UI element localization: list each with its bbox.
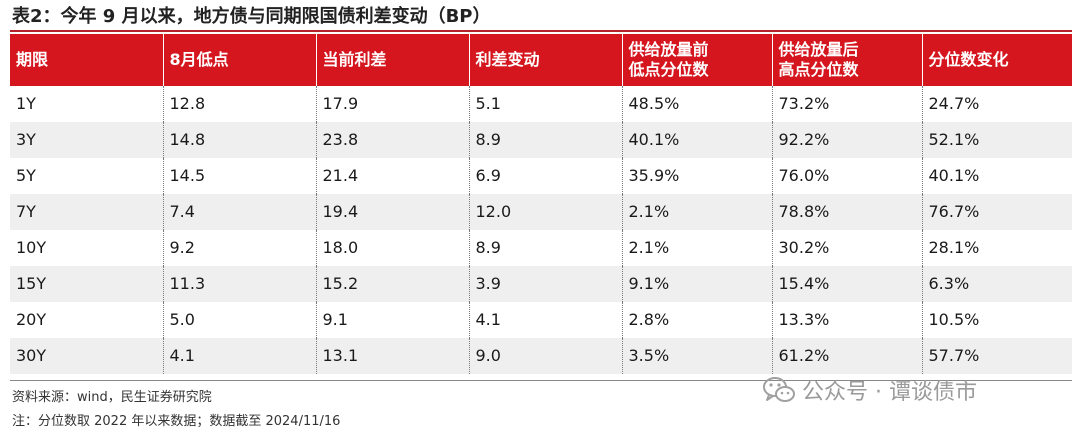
table-cell: 13.3% — [771, 302, 922, 338]
table-cell: 12.0 — [468, 194, 622, 230]
table-cell: 48.5% — [621, 86, 772, 122]
table-cell: 6.9 — [468, 158, 622, 194]
column-header-august-low: 8月低点 — [162, 34, 316, 86]
table-cell: 30Y — [10, 338, 163, 374]
table-cell: 10.5% — [921, 302, 1072, 338]
table-cell: 19.4 — [315, 194, 469, 230]
table-cell: 9.1 — [315, 302, 469, 338]
table-cell: 8.9 — [468, 122, 622, 158]
column-header-pre-supply-percentile: 供给放量前 低点分位数 — [621, 34, 772, 86]
table-cell: 61.2% — [771, 338, 922, 374]
column-header-post-supply-percentile: 供给放量后 高点分位数 — [771, 34, 922, 86]
table-cell: 5.0 — [162, 302, 316, 338]
table-title: 表2：今年 9 月以来，地方债与同期限国债利差变动（BP） — [12, 6, 491, 27]
table-cell: 28.1% — [921, 230, 1072, 266]
table-cell: 6.3% — [921, 266, 1072, 302]
table-cell: 23.8 — [315, 122, 469, 158]
table-row: 20Y 5.0 9.1 4.1 2.8% 13.3% 10.5% — [10, 302, 1072, 338]
table-cell: 3Y — [10, 122, 163, 158]
data-note: 注：分位数取 2022 年以来数据；数据截至 2024/11/16 — [12, 414, 341, 429]
table-cell: 9.2 — [162, 230, 316, 266]
title-divider — [10, 30, 1072, 32]
table-row: 1Y 12.8 17.9 5.1 48.5% 73.2% 24.7% — [10, 86, 1072, 122]
table-cell: 7Y — [10, 194, 163, 230]
table-cell: 40.1% — [621, 122, 772, 158]
table-cell: 2.8% — [621, 302, 772, 338]
table-cell: 4.1 — [468, 302, 622, 338]
table-cell: 14.5 — [162, 158, 316, 194]
table-cell: 13.1 — [315, 338, 469, 374]
table-cell: 15Y — [10, 266, 163, 302]
table-row: 10Y 9.2 18.0 8.9 2.1% 30.2% 28.1% — [10, 230, 1072, 266]
table-cell: 76.0% — [771, 158, 922, 194]
watermark-text: 公众号 · 谭谈债市 — [802, 380, 977, 405]
table-cell: 12.8 — [162, 86, 316, 122]
table-cell: 9.0 — [468, 338, 622, 374]
table-cell: 30.2% — [771, 230, 922, 266]
table-cell: 21.4 — [315, 158, 469, 194]
table-cell: 9.1% — [621, 266, 772, 302]
table-row: 5Y 14.5 21.4 6.9 35.9% 76.0% 40.1% — [10, 158, 1072, 194]
table-cell: 57.7% — [921, 338, 1072, 374]
table-cell: 2.1% — [621, 194, 772, 230]
table-row: 30Y 4.1 13.1 9.0 3.5% 61.2% 57.7% — [10, 338, 1072, 374]
table-cell: 5Y — [16, 166, 36, 185]
table-cell: 1Y — [16, 94, 36, 113]
table-bottom-divider — [10, 380, 1072, 381]
table-cell: 3.9 — [468, 266, 622, 302]
table-cell: 11.3 — [162, 266, 316, 302]
column-header-current-spread: 当前利差 — [315, 34, 469, 86]
table-cell: 10Y — [16, 238, 47, 257]
table-cell: 35.9% — [621, 158, 772, 194]
table-cell: 18.0 — [315, 230, 469, 266]
watermark: 公众号 · 谭谈债市 — [762, 372, 977, 408]
spread-table: 期限 8月低点 当前利差 利差变动 供给放量前 低点分位数 供给放量后 高点分位… — [10, 34, 1072, 374]
table-row: 3Y 14.8 23.8 8.9 40.1% 92.2% 52.1% — [10, 122, 1072, 158]
table-cell: 8.9 — [468, 230, 622, 266]
table-cell: 20Y — [16, 310, 47, 329]
wechat-icon — [763, 377, 795, 402]
header-row: 期限 8月低点 当前利差 利差变动 供给放量前 低点分位数 供给放量后 高点分位… — [10, 34, 1072, 86]
table-row: 7Y 7.4 19.4 12.0 2.1% 78.8% 76.7% — [10, 194, 1072, 230]
column-header-spread-change: 利差变动 — [468, 34, 622, 86]
table-cell: 3.5% — [621, 338, 772, 374]
table-row: 15Y 11.3 15.2 3.9 9.1% 15.4% 6.3% — [10, 266, 1072, 302]
table-cell: 7.4 — [162, 194, 316, 230]
table-cell: 15.2 — [315, 266, 469, 302]
table-cell: 17.9 — [315, 86, 469, 122]
table-cell: 76.7% — [921, 194, 1072, 230]
table-cell: 73.2% — [771, 86, 922, 122]
table-cell: 4.1 — [162, 338, 316, 374]
table-cell: 2.1% — [621, 230, 772, 266]
table-cell: 14.8 — [162, 122, 316, 158]
table-cell: 78.8% — [771, 194, 922, 230]
table-cell: 52.1% — [921, 122, 1072, 158]
table-cell: 40.1% — [921, 158, 1072, 194]
table-cell: 5.1 — [468, 86, 622, 122]
table-cell: 92.2% — [771, 122, 922, 158]
table-cell: 24.7% — [921, 86, 1072, 122]
source-note: 资料来源：wind，民生证券研究院 — [12, 390, 212, 405]
column-header-tenor: 期限 — [10, 34, 163, 86]
column-header-percentile-change: 分位数变化 — [921, 34, 1072, 86]
table-cell: 15.4% — [771, 266, 922, 302]
